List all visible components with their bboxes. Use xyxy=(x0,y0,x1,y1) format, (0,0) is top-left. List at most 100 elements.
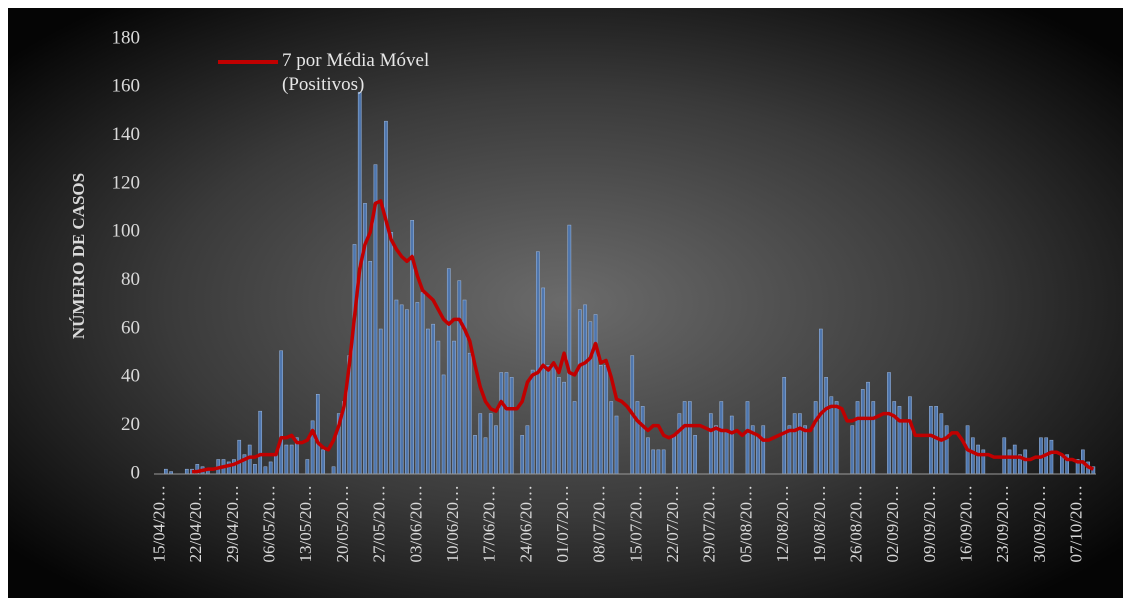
bar xyxy=(289,444,294,475)
bar xyxy=(729,415,734,475)
x-tick-label: 06/05/20… xyxy=(260,485,279,562)
bar xyxy=(279,350,283,475)
x-tick-label: 23/09/20… xyxy=(993,485,1012,562)
bar xyxy=(798,413,802,475)
bar xyxy=(604,365,608,475)
x-tick-label: 10/06/20… xyxy=(443,485,462,562)
bar xyxy=(656,449,661,475)
bar xyxy=(792,413,797,475)
bar xyxy=(557,377,561,475)
bar xyxy=(446,268,451,475)
bar xyxy=(305,459,310,475)
bar xyxy=(614,415,619,475)
bar xyxy=(908,396,912,475)
bar xyxy=(688,401,692,475)
bar xyxy=(488,413,493,475)
x-tick-label: 17/06/20… xyxy=(480,485,499,562)
bar xyxy=(651,449,656,475)
bar xyxy=(834,401,839,475)
bar xyxy=(478,413,483,475)
bar xyxy=(483,437,488,475)
bar xyxy=(939,413,944,475)
y-tick-label: 180 xyxy=(112,27,141,48)
bar xyxy=(562,381,566,475)
bar xyxy=(677,413,682,475)
x-tick-label: 27/05/20… xyxy=(370,485,389,562)
bar xyxy=(467,352,472,475)
bar xyxy=(567,224,572,475)
bar xyxy=(860,389,865,475)
bar xyxy=(887,372,891,475)
y-tick-label: 120 xyxy=(112,172,141,193)
bar xyxy=(509,377,514,475)
bar xyxy=(530,369,535,475)
bar xyxy=(635,401,640,475)
x-tick-label: 22/04/20… xyxy=(186,485,205,562)
bar xyxy=(405,309,409,475)
bar xyxy=(253,464,257,475)
bar xyxy=(782,377,787,475)
bar xyxy=(756,435,760,475)
y-tick-label: 40 xyxy=(121,366,140,387)
bar xyxy=(368,261,373,475)
bar xyxy=(284,444,289,475)
bar xyxy=(258,410,263,475)
bar xyxy=(546,365,551,475)
bar xyxy=(819,328,823,475)
bar xyxy=(646,437,650,475)
bar xyxy=(761,425,766,475)
bar xyxy=(520,435,525,475)
bar xyxy=(164,468,168,475)
bar xyxy=(577,309,582,475)
x-tick-label: 22/07/20… xyxy=(663,485,682,562)
bar xyxy=(441,374,446,475)
bar xyxy=(457,280,462,475)
y-tick-label: 100 xyxy=(112,221,141,242)
y-tick-label: 0 xyxy=(131,462,141,483)
bar xyxy=(892,401,897,475)
bar xyxy=(714,425,718,475)
x-tick-label: 13/05/20… xyxy=(296,485,315,562)
bar xyxy=(237,439,242,475)
bar xyxy=(1023,449,1028,475)
x-tick-label: 16/09/20… xyxy=(956,485,975,562)
bar xyxy=(661,449,666,475)
x-tick-label: 09/09/20… xyxy=(920,485,939,562)
bar xyxy=(1049,439,1054,475)
bar xyxy=(598,365,603,475)
bar xyxy=(593,314,598,475)
bar xyxy=(640,406,645,475)
y-tick-label: 140 xyxy=(112,124,141,145)
bar xyxy=(1012,444,1017,475)
bar xyxy=(682,401,687,475)
bar xyxy=(572,401,577,475)
bar xyxy=(693,435,697,475)
x-tick-label: 15/04/20… xyxy=(150,485,169,562)
bar xyxy=(719,401,724,475)
y-tick-label: 80 xyxy=(121,269,140,290)
x-tick-label: 08/07/20… xyxy=(590,485,609,562)
y-tick-label: 160 xyxy=(112,76,141,97)
bar xyxy=(672,435,676,475)
bar xyxy=(536,251,540,475)
bar xyxy=(824,377,828,475)
bar xyxy=(541,287,545,475)
bar xyxy=(583,304,587,475)
bar xyxy=(551,362,556,475)
x-tick-label: 01/07/20… xyxy=(553,485,572,562)
bar xyxy=(232,459,236,475)
bar xyxy=(724,430,729,475)
bar xyxy=(970,437,975,475)
bar xyxy=(315,394,320,475)
bar xyxy=(473,435,477,475)
x-tick-label: 26/08/20… xyxy=(846,485,865,562)
bar xyxy=(331,466,336,475)
bar xyxy=(708,413,713,475)
x-tick-label: 15/07/20… xyxy=(626,485,645,562)
legend-label: 7 por Média Móvel (Positivos) xyxy=(282,50,430,95)
bar xyxy=(321,449,325,475)
bar xyxy=(452,340,456,475)
bar xyxy=(399,304,404,475)
y-axis-title: NÚMERO DE CASOS xyxy=(69,173,88,339)
